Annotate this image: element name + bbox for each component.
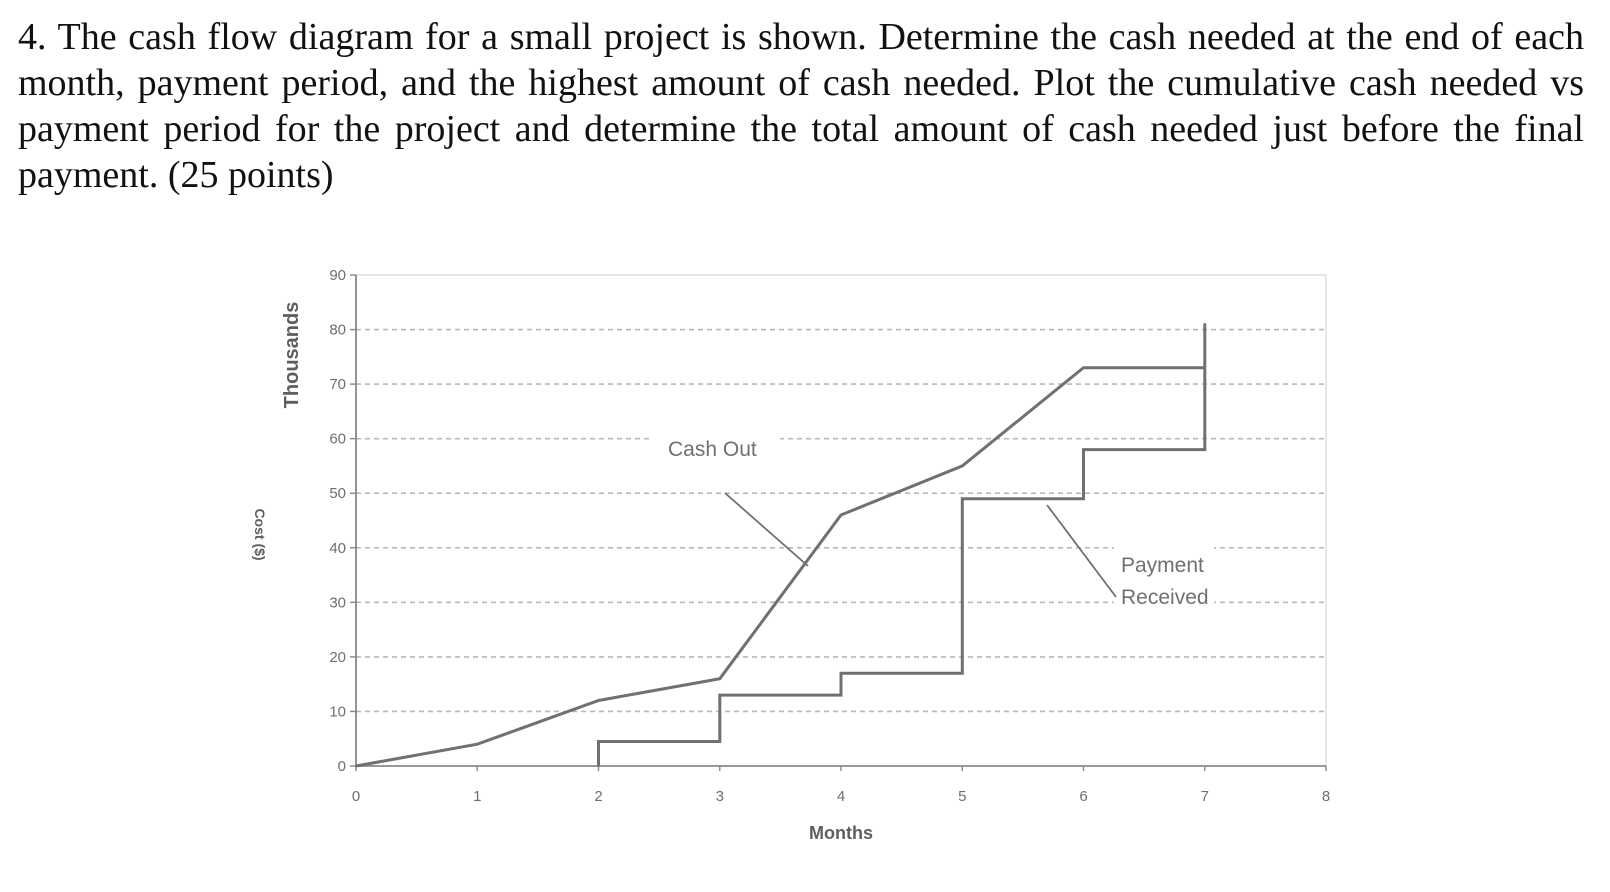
y-tick-label: 90 xyxy=(329,267,346,284)
payment-received-point xyxy=(1082,497,1085,500)
axes xyxy=(350,274,1327,771)
y-tick-label: 70 xyxy=(329,376,346,393)
x-tick-label: 3 xyxy=(716,788,724,805)
payment-received-point xyxy=(597,740,600,743)
payment-received-line xyxy=(597,324,1207,766)
y-axis-units-label: Thousands xyxy=(281,302,303,409)
payment-received-point xyxy=(1203,322,1206,326)
y-tick-label: 60 xyxy=(329,431,346,448)
annotation-cash-out-bg xyxy=(650,434,780,464)
annotations: Cash Out Payment Received xyxy=(650,434,1214,613)
payment-received-point xyxy=(597,764,600,768)
x-tick-label: 7 xyxy=(1201,788,1209,805)
x-tick-label: 1 xyxy=(473,788,481,805)
cash-out-point xyxy=(839,513,843,517)
annotation-cash-out-leader xyxy=(724,492,809,567)
x-axis-title: Months xyxy=(809,823,873,843)
y-tick-label: 40 xyxy=(329,540,346,557)
cash-out-point xyxy=(354,764,358,768)
x-tick-label: 8 xyxy=(1322,788,1330,805)
annotation-payment: Payment xyxy=(1121,554,1204,577)
y-tick-label: 20 xyxy=(329,649,346,666)
payment-received-point xyxy=(1203,366,1206,369)
annotation-payment-bg xyxy=(1114,547,1214,613)
y-tick-label: 50 xyxy=(329,485,346,502)
x-tick-label: 2 xyxy=(594,788,602,805)
cash-out-point xyxy=(476,742,479,746)
y-axis-title: Cost ($) xyxy=(252,508,268,560)
annotation-payment-leader xyxy=(1046,504,1117,598)
annotation-received: Received xyxy=(1121,586,1209,609)
x-tick-label: 6 xyxy=(1079,788,1087,805)
cash-out-point xyxy=(718,677,721,680)
y-tick-label: 30 xyxy=(329,594,346,611)
payment-received-point xyxy=(718,740,721,743)
payment-received-point xyxy=(961,497,964,500)
payment-received-point xyxy=(1082,448,1085,451)
cash-out-point xyxy=(1082,366,1085,369)
payment-received-point xyxy=(839,693,843,697)
cash-out-point xyxy=(961,464,964,468)
y-tick-label: 10 xyxy=(329,703,346,720)
payment-received-point xyxy=(961,672,964,675)
cash-out-line xyxy=(355,366,1205,768)
question-text: 4. The cash flow diagram for a small pro… xyxy=(18,16,1584,196)
x-tick-label: 5 xyxy=(958,788,966,805)
payment-received-point xyxy=(839,672,843,675)
payment-received-point xyxy=(1203,448,1206,451)
series-lines xyxy=(354,322,1207,768)
y-tick-label: 0 xyxy=(338,758,346,775)
x-tick-label: 4 xyxy=(837,788,845,805)
payment-received-point xyxy=(718,693,721,697)
axis-labels: 0 10 20 30 40 50 60 70 80 90 0 1 2 3 4 5 6 7 8 Months Thousa… xyxy=(252,267,1330,843)
annotation-cash-out: Cash Out xyxy=(668,438,757,461)
y-tick-label: 80 xyxy=(329,322,346,339)
x-tick-label: 0 xyxy=(352,788,360,805)
cash-out-point xyxy=(597,699,600,702)
